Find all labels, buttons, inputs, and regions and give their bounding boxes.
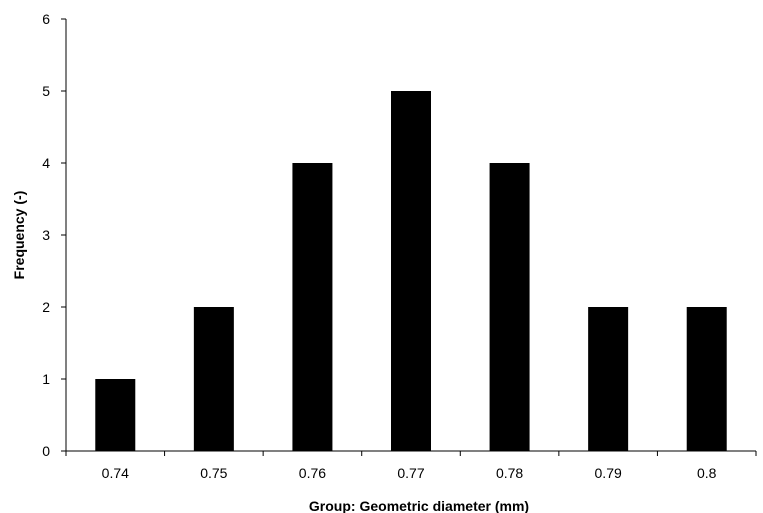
y-tick-label: 5 xyxy=(42,83,50,99)
bar xyxy=(686,307,727,451)
bar xyxy=(391,91,431,451)
y-tick-label: 4 xyxy=(42,155,50,171)
bar xyxy=(489,163,530,451)
x-tick-label: 0.79 xyxy=(595,465,622,481)
bar xyxy=(95,379,136,451)
x-tick-label: 0.8 xyxy=(697,465,717,481)
y-tick-label: 6 xyxy=(42,11,50,27)
bar xyxy=(588,307,629,451)
y-axis-title: Frequency (-) xyxy=(11,191,27,280)
y-tick-label: 1 xyxy=(42,371,50,387)
y-tick-label: 2 xyxy=(42,299,50,315)
x-axis-title: Group: Geometric diameter (mm) xyxy=(309,498,529,513)
x-axis-ticks: 0.74 0.75 0.76 0.77 0.78 0.79 0.8 xyxy=(65,451,757,481)
x-tick-label: 0.75 xyxy=(200,465,227,481)
x-tick-label: 0.74 xyxy=(102,465,129,481)
y-axis-ticks: 0 1 2 3 4 5 6 xyxy=(42,11,66,459)
y-tick-label: 0 xyxy=(42,443,50,459)
y-tick-label: 3 xyxy=(42,227,50,243)
x-tick-label: 0.76 xyxy=(299,465,326,481)
bars xyxy=(95,91,727,451)
x-tick-label: 0.77 xyxy=(397,465,424,481)
x-tick-label: 0.78 xyxy=(496,465,523,481)
bar xyxy=(193,307,234,451)
bar xyxy=(292,163,333,451)
